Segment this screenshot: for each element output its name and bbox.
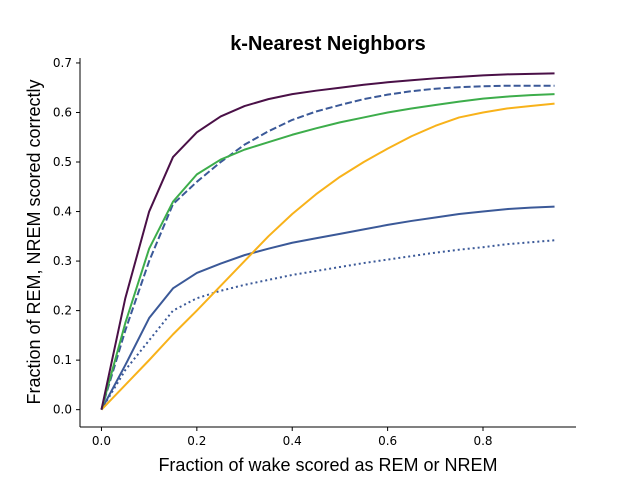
series-line-2 — [100, 205, 555, 411]
y-tick-label: 0.6 — [53, 105, 72, 119]
y-tick-label: 0.1 — [53, 353, 72, 367]
series-line-1 — [100, 239, 555, 411]
series-line-6 — [100, 72, 555, 410]
y-tick-label: 0.5 — [53, 155, 72, 169]
y-tick-label: 0.4 — [53, 205, 72, 219]
x-tick-label: 0.4 — [283, 434, 302, 448]
x-tick-label: 0.6 — [378, 434, 397, 448]
x-axis-label: Fraction of wake scored as REM or NREM — [158, 455, 497, 475]
y-tick-label: 0.7 — [53, 56, 72, 70]
y-tick-label: 0.0 — [53, 403, 72, 417]
series-line-4 — [100, 84, 555, 410]
y-axis-label: Fraction of REM, NREM scored correctly — [24, 79, 44, 404]
series-line-5 — [100, 93, 555, 410]
x-tick-label: 0.0 — [92, 434, 111, 448]
y-tick-label: 0.2 — [53, 304, 72, 318]
series-line-3 — [100, 102, 555, 411]
chart-title: k-Nearest Neighbors — [230, 33, 426, 55]
x-tick-label: 0.2 — [187, 434, 206, 448]
plot-area: 0.0 0.2 0.4 0.6 0.8 0.0 0.1 0.2 0.3 0.4 0.5 0.6 0.7 — [53, 56, 576, 448]
x-tick-label: 0.8 — [473, 434, 492, 448]
y-tick-label: 0.3 — [53, 254, 72, 268]
